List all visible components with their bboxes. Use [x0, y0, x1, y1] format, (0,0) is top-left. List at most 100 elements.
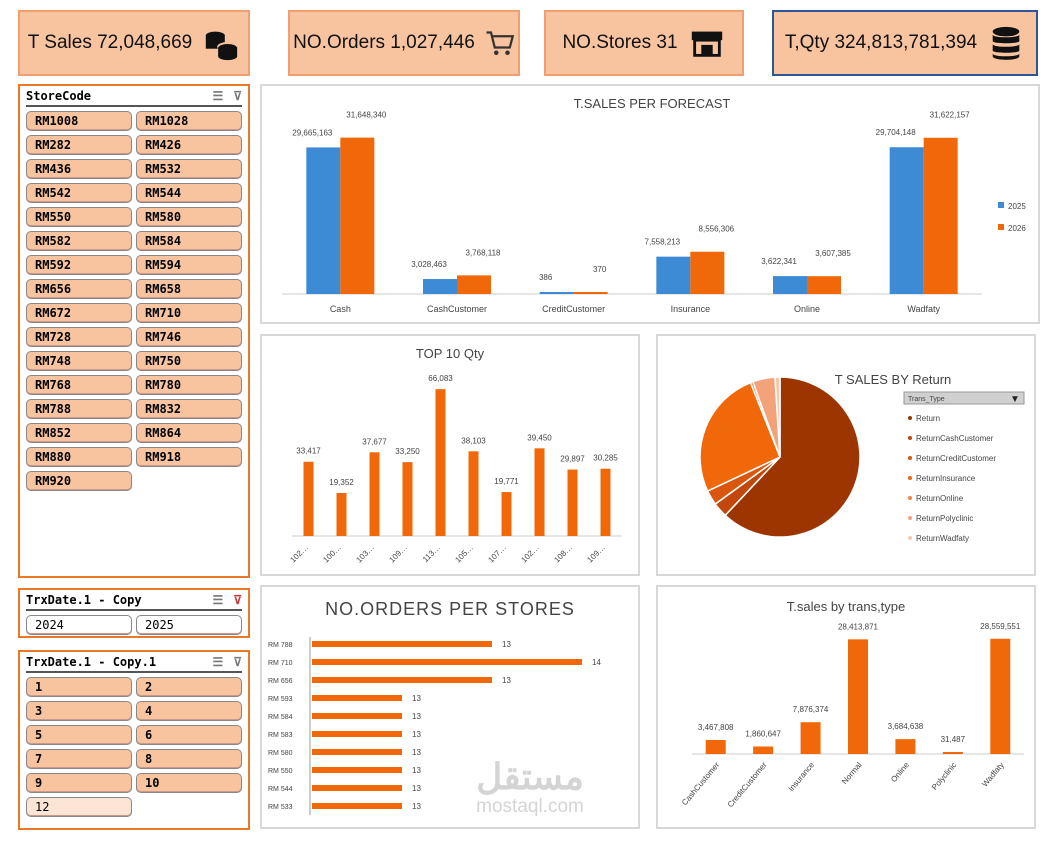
kpi-total-qty: T,Qty 324,813,781,394 [772, 10, 1038, 76]
chart-orders-per-store: NO.ORDERS PER STORES 13 RM 788 14 RM 710 13 RM… [260, 585, 640, 829]
clear-filter-icon[interactable]: ⊽ [233, 655, 242, 669]
slicer-item[interactable]: 8 [136, 749, 242, 769]
bar [468, 451, 479, 536]
slicer-item[interactable]: 9 [26, 773, 132, 793]
slicer-item[interactable]: RM426 [136, 135, 242, 155]
slicer-item[interactable]: RM768 [26, 375, 132, 395]
slicer-item[interactable]: RM594 [136, 255, 242, 275]
multi-select-icon[interactable]: ☰ [212, 593, 224, 607]
x-tick-label: CashCustomer [680, 760, 721, 807]
slicer-item[interactable]: RM728 [26, 327, 132, 347]
slicer-item[interactable]: RM788 [26, 399, 132, 419]
slicer-item[interactable]: RM436 [26, 159, 132, 179]
data-label: 29,704,148 [876, 128, 917, 137]
slicer-item[interactable]: RM746 [136, 327, 242, 347]
y-tick-label: RM 550 [268, 768, 293, 775]
slicer-item[interactable]: 2 [136, 677, 242, 697]
bar [312, 767, 402, 773]
slicer-item[interactable]: 12 [26, 797, 132, 817]
data-label: 33,417 [296, 447, 321, 456]
slicer-item[interactable]: RM580 [136, 207, 242, 227]
slicer-item[interactable]: RM658 [136, 279, 242, 299]
chart-title: T.SALES PER FORECAST [574, 96, 731, 111]
data-label: 28,413,871 [838, 622, 879, 631]
slicer-item[interactable]: RM656 [26, 279, 132, 299]
y-tick-label: RM 656 [268, 678, 293, 685]
bar-2025 [889, 147, 924, 294]
slicer-item[interactable]: RM832 [136, 399, 242, 419]
slicer-item[interactable]: 2024 [26, 615, 132, 635]
slicer-item[interactable]: 4 [136, 701, 242, 721]
slicer-item[interactable]: RM880 [26, 447, 132, 467]
slicer-item[interactable]: RM864 [136, 423, 242, 443]
x-tick-label: Wadfaty [980, 761, 1006, 789]
chart-top10-qty: TOP 10 Qty 33,417 102… 19,352 100… 37,677 103…… [260, 334, 640, 576]
slicer-item[interactable]: RM532 [136, 159, 242, 179]
multi-select-icon[interactable]: ☰ [212, 89, 224, 103]
slicer-item[interactable]: RM780 [136, 375, 242, 395]
slicer-item[interactable]: RM544 [136, 183, 242, 203]
slicer-item[interactable]: RM1008 [26, 111, 132, 131]
slicer-item[interactable]: 6 [136, 725, 242, 745]
slicer-item[interactable]: RM710 [136, 303, 242, 323]
slicer-item[interactable]: RM582 [26, 231, 132, 251]
slicer-item[interactable]: RM672 [26, 303, 132, 323]
data-label: 29,897 [560, 455, 585, 464]
slicer-item[interactable]: 10 [136, 773, 242, 793]
kpi-label: T Sales 72,048,669 [27, 32, 193, 53]
data-label: 13 [412, 694, 421, 703]
store-icon [691, 31, 722, 57]
data-label: 3,467,808 [698, 723, 734, 732]
y-tick-label: RM 593 [268, 696, 293, 703]
data-label: 38,103 [461, 436, 486, 445]
multi-select-icon[interactable]: ☰ [212, 655, 224, 669]
chart-title: NO.ORDERS PER STORES [325, 599, 575, 619]
data-label: 31,622,157 [930, 111, 971, 120]
clear-filter-icon[interactable]: ⊽ [233, 593, 242, 607]
bar [600, 468, 611, 536]
slicer-item[interactable]: 3 [26, 701, 132, 721]
legend-swatch [908, 476, 912, 480]
slicer-item[interactable]: RM750 [136, 351, 242, 371]
data-label: 3,028,463 [411, 260, 447, 269]
slicer-item[interactable]: RM748 [26, 351, 132, 371]
slicer-item[interactable]: RM918 [136, 447, 242, 467]
clear-filter-icon[interactable]: ⊽ [233, 89, 242, 103]
data-label: 33,250 [395, 447, 420, 456]
data-label: 13 [412, 712, 421, 721]
data-label: 30,285 [593, 454, 618, 463]
legend-swatch [908, 516, 912, 520]
slicer-item[interactable]: RM592 [26, 255, 132, 275]
slicer-item[interactable]: 7 [26, 749, 132, 769]
bar [312, 641, 492, 647]
x-tick-label: 107… [486, 543, 507, 564]
slicer-item[interactable]: RM920 [26, 471, 132, 491]
slicer-item[interactable]: 5 [26, 725, 132, 745]
data-label: 13 [412, 748, 421, 757]
legend-label: ReturnCreditCustomer [916, 454, 996, 463]
bar [303, 461, 314, 536]
slicer-item[interactable]: RM852 [26, 423, 132, 443]
slicer-item[interactable]: 2025 [136, 615, 242, 635]
slicer-item[interactable]: 1 [26, 677, 132, 697]
slicer-item[interactable]: RM584 [136, 231, 242, 251]
x-tick-label: Online [794, 304, 820, 314]
filter-button [903, 391, 1025, 405]
slicer-item[interactable]: RM1028 [136, 111, 242, 131]
slicer-item[interactable]: RM550 [26, 207, 132, 227]
filter-label: Trans_Type [908, 396, 945, 403]
database-icon [992, 26, 1020, 60]
x-tick-label: 102… [519, 543, 540, 564]
slicer-item[interactable]: RM542 [26, 183, 132, 203]
y-tick-label: RM 788 [268, 642, 293, 649]
y-tick-label: RM 710 [268, 660, 293, 667]
bar [312, 785, 402, 791]
legend-label: ReturnWadfaty [916, 534, 969, 543]
bar-2026 [340, 137, 375, 294]
data-label: 29,665,163 [292, 128, 333, 137]
slicer-item[interactable]: RM282 [26, 135, 132, 155]
bar [435, 389, 446, 536]
watermark: مستقل mostaql.com [462, 758, 598, 818]
x-tick-label: 113… [421, 543, 442, 564]
bar [848, 639, 868, 754]
